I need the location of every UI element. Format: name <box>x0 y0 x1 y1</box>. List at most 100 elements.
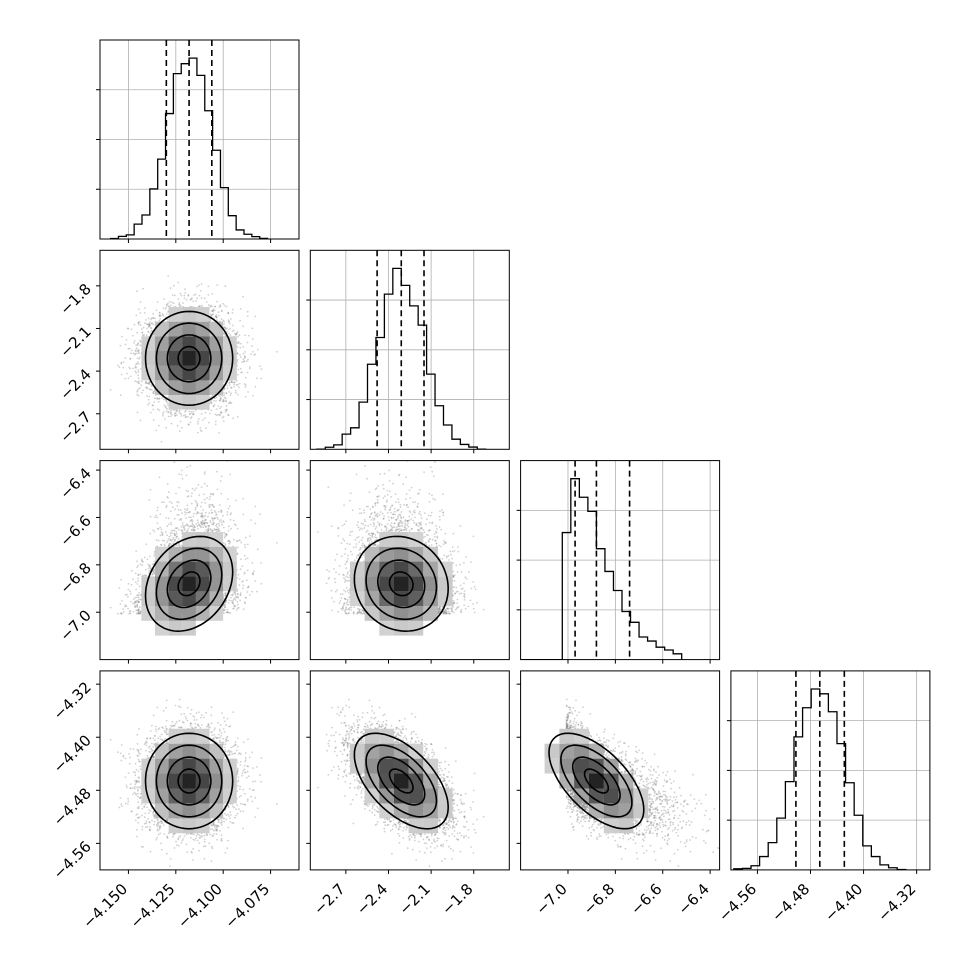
scatter-point <box>219 413 221 416</box>
scatter-point <box>246 310 249 313</box>
scatter-point <box>219 399 221 402</box>
scatter-point <box>205 427 207 430</box>
scatter-point <box>242 295 244 298</box>
scatter-point <box>236 352 239 355</box>
scatter-point <box>260 377 262 380</box>
scatter-point <box>152 408 155 411</box>
scatter-point <box>139 339 141 342</box>
scatter-point <box>198 305 200 308</box>
scatter-point <box>147 331 149 333</box>
scatter-point <box>163 298 166 300</box>
scatter-point <box>222 400 225 403</box>
scatter-point <box>135 363 138 365</box>
scatter-point <box>138 349 140 351</box>
scatter-point <box>130 328 133 331</box>
scatter-point <box>167 411 170 413</box>
scatter-point <box>136 362 139 365</box>
scatter-point <box>156 408 159 411</box>
scatter-point <box>207 285 210 288</box>
scatter-point <box>221 417 224 419</box>
scatter-point <box>139 419 142 422</box>
scatter-point <box>210 314 213 317</box>
scatter-point <box>136 390 139 393</box>
scatter-point <box>180 415 183 417</box>
scatter-point <box>139 344 142 347</box>
scatter-point <box>211 310 214 313</box>
scatter-point <box>139 312 142 314</box>
scatter-point <box>137 388 140 390</box>
scatter-point <box>149 411 152 414</box>
scatter-point <box>205 301 208 303</box>
scatter-point <box>244 396 247 398</box>
scatter-point <box>244 386 247 388</box>
scatter-point <box>222 319 225 322</box>
scatter-point <box>209 412 211 415</box>
scatter-point <box>247 334 250 337</box>
scatter-point <box>215 314 218 316</box>
scatter-point <box>223 394 226 396</box>
scatter-point <box>169 415 172 418</box>
scatter-point <box>141 391 143 394</box>
scatter-point <box>197 418 200 420</box>
scatter-point <box>233 381 235 384</box>
scatter-point <box>176 414 178 416</box>
scatter-point <box>150 329 153 332</box>
scatter-point <box>200 430 203 433</box>
scatter-point <box>222 420 225 422</box>
scatter-point <box>154 317 156 320</box>
scatter-point <box>178 430 181 433</box>
scatter-point <box>201 419 204 421</box>
scatter-point <box>219 304 222 306</box>
scatter-point <box>136 352 138 355</box>
scatter-point <box>237 393 239 396</box>
scatter-point <box>148 324 151 327</box>
scatter-point <box>148 381 151 384</box>
scatter-point <box>151 404 154 407</box>
scatter-point <box>227 329 230 331</box>
scatter-point <box>119 394 122 397</box>
scatter-point <box>235 333 238 336</box>
scatter-point <box>136 290 138 293</box>
scatter-point <box>239 346 242 349</box>
scatter-point <box>171 413 173 416</box>
panel-1-0 <box>109 275 278 443</box>
scatter-point <box>184 288 186 291</box>
scatter-point <box>182 414 185 417</box>
scatter-point <box>219 397 222 400</box>
scatter-point <box>234 391 237 394</box>
scatter-point <box>230 402 233 404</box>
scatter-point <box>242 346 245 348</box>
scatter-point <box>169 412 172 415</box>
scatter-point <box>230 392 233 395</box>
scatter-point <box>129 357 132 360</box>
scatter-point <box>225 397 227 400</box>
scatter-point <box>218 399 221 402</box>
scatter-point <box>245 360 248 362</box>
scatter-point <box>235 333 238 335</box>
scatter-point <box>134 349 137 351</box>
scatter-point <box>217 311 220 314</box>
scatter-point <box>214 397 216 400</box>
scatter-point <box>166 318 169 321</box>
scatter-point <box>218 394 221 397</box>
scatter-point <box>228 320 231 323</box>
scatter-point <box>161 396 164 399</box>
scatter-point <box>158 397 161 400</box>
scatter-point <box>118 366 121 369</box>
scatter-point <box>136 349 139 352</box>
scatter-point <box>161 312 164 315</box>
scatter-point <box>225 305 228 308</box>
scatter-point <box>155 429 158 432</box>
scatter-point <box>223 392 225 394</box>
scatter-point <box>216 319 219 321</box>
scatter-point <box>147 382 150 384</box>
scatter-point <box>137 343 140 345</box>
scatter-point <box>165 426 168 429</box>
scatter-point <box>198 294 201 297</box>
scatter-point <box>137 350 139 353</box>
scatter-point <box>134 352 137 355</box>
scatter-point <box>167 411 169 414</box>
scatter-point <box>178 304 181 307</box>
scatter-point <box>210 402 213 405</box>
scatter-point <box>164 308 167 310</box>
